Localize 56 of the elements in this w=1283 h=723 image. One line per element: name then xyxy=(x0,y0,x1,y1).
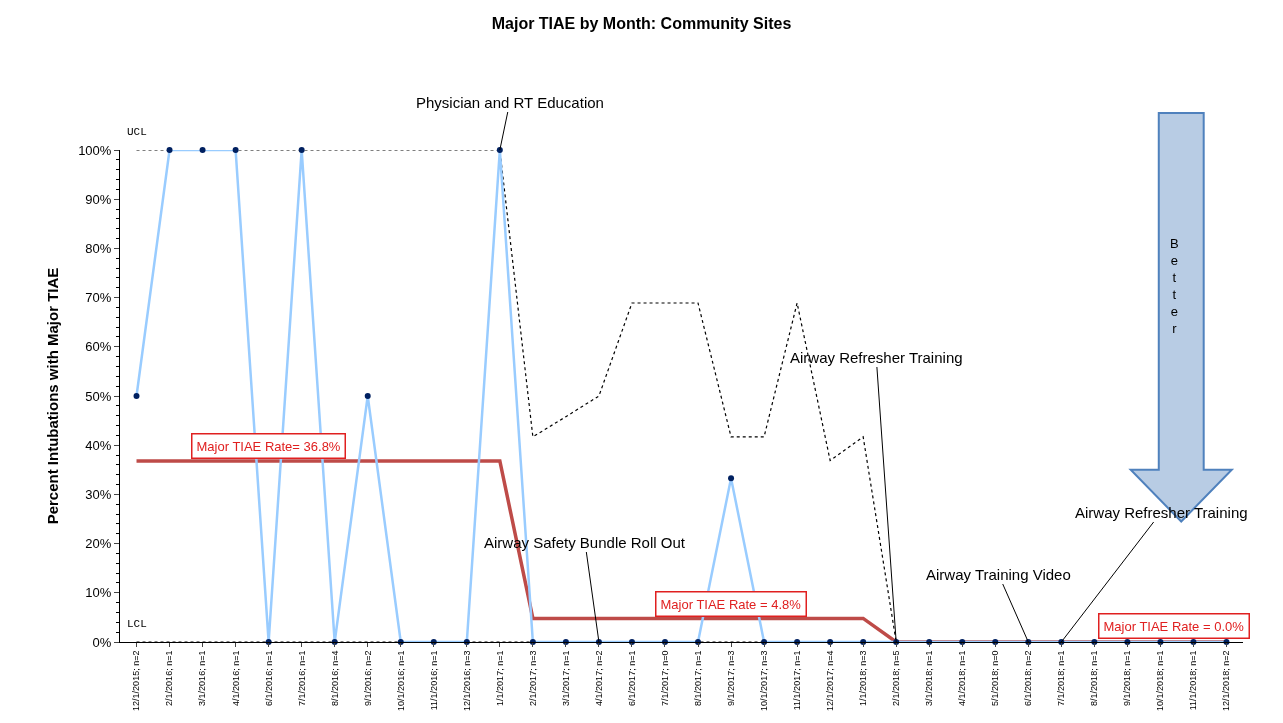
x-tick-label: 11/1/2018; n=1 xyxy=(1188,650,1199,711)
x-tick-label: 3/1/2018; n=1 xyxy=(924,650,935,706)
y-tick-label: 80% xyxy=(85,240,112,256)
annotation: Major TIAE Rate = 0.0% xyxy=(1103,618,1245,634)
x-tick-label: 8/1/2018; n=1 xyxy=(1089,650,1100,706)
x-tick-label: 11/1/2016; n=1 xyxy=(428,650,439,711)
x-tick-label: 1/1/2018; n=3 xyxy=(858,650,869,706)
x-tick-label: 6/1/2016; n=1 xyxy=(263,650,274,706)
x-tick-label: 12/1/2018; n=2 xyxy=(1221,650,1232,711)
x-tick-label: 12/1/2017; n=4 xyxy=(825,650,836,711)
y-tick-label: 30% xyxy=(85,486,112,502)
y-tick-label: 0% xyxy=(92,634,112,650)
x-tick-label: 8/1/2017; n=1 xyxy=(692,650,703,706)
x-tick-label: 2/1/2017; n=3 xyxy=(527,650,538,706)
x-tick-label: 9/1/2018; n=1 xyxy=(1122,650,1133,706)
annotation: Major TIAE Rate= 36.8% xyxy=(196,438,341,454)
x-tick-label: 12/1/2015; n=2 xyxy=(131,650,142,711)
annotation: Physician and RT Education xyxy=(416,94,604,111)
chart-title: Major TIAE by Month: Community Sites xyxy=(491,15,792,33)
x-tick-label: 12/1/2016; n=3 xyxy=(461,650,472,711)
y-tick-label: 60% xyxy=(85,339,112,355)
x-tick-label: 7/1/2016; n=1 xyxy=(296,650,307,706)
x-tick-label: 7/1/2018; n=1 xyxy=(1056,650,1067,706)
x-tick-label: 9/1/2016; n=2 xyxy=(362,650,373,706)
x-tick-label: 7/1/2017; n=0 xyxy=(659,650,670,706)
y-tick-label: 90% xyxy=(85,191,112,207)
x-tick-label: 6/1/2018; n=2 xyxy=(1023,650,1034,706)
x-tick-label: 5/1/2018; n=0 xyxy=(990,650,1001,706)
x-tick-label: 11/1/2017; n=1 xyxy=(792,650,803,711)
x-tick-label: 6/1/2017; n=1 xyxy=(626,650,637,706)
annotation: Airway Refresher Training xyxy=(790,349,963,366)
x-tick-label: 2/1/2018; n=5 xyxy=(891,650,902,706)
y-tick-label: 10% xyxy=(85,585,112,601)
y-tick-label: 70% xyxy=(85,290,112,306)
x-tick-label: 2/1/2016; n=1 xyxy=(164,650,175,706)
annotation: UCL xyxy=(127,126,147,138)
x-tick-label: 10/1/2018; n=1 xyxy=(1155,650,1166,711)
annotation: Major TIAE Rate = 4.8% xyxy=(660,596,802,612)
y-tick-label: 50% xyxy=(85,388,112,404)
x-tick-label: 1/1/2017; n=1 xyxy=(494,650,505,706)
annotation: LCL xyxy=(127,618,147,630)
y-tick-label: 40% xyxy=(85,437,112,453)
annotation: Better xyxy=(1170,236,1179,336)
x-tick-label: 10/1/2017; n=3 xyxy=(758,650,769,711)
x-tick-label: 3/1/2016; n=1 xyxy=(197,650,208,706)
x-tick-label: 10/1/2016; n=1 xyxy=(395,650,406,711)
x-tick-label: 3/1/2017; n=1 xyxy=(560,650,571,706)
x-tick-label: 4/1/2018; n=1 xyxy=(957,650,968,706)
x-tick-label: 4/1/2016; n=1 xyxy=(230,650,241,706)
annotation: Airway Training Video xyxy=(926,566,1071,583)
y-tick-label: 20% xyxy=(85,536,112,552)
x-tick-label: 4/1/2017; n=2 xyxy=(593,650,604,706)
y-axis-title: Percent Intubations with Major TIAE xyxy=(44,267,62,525)
x-tick-label: 9/1/2017; n=3 xyxy=(725,650,736,706)
y-tick-label: 100% xyxy=(78,142,112,158)
x-tick-label: 8/1/2016; n=4 xyxy=(329,650,340,706)
